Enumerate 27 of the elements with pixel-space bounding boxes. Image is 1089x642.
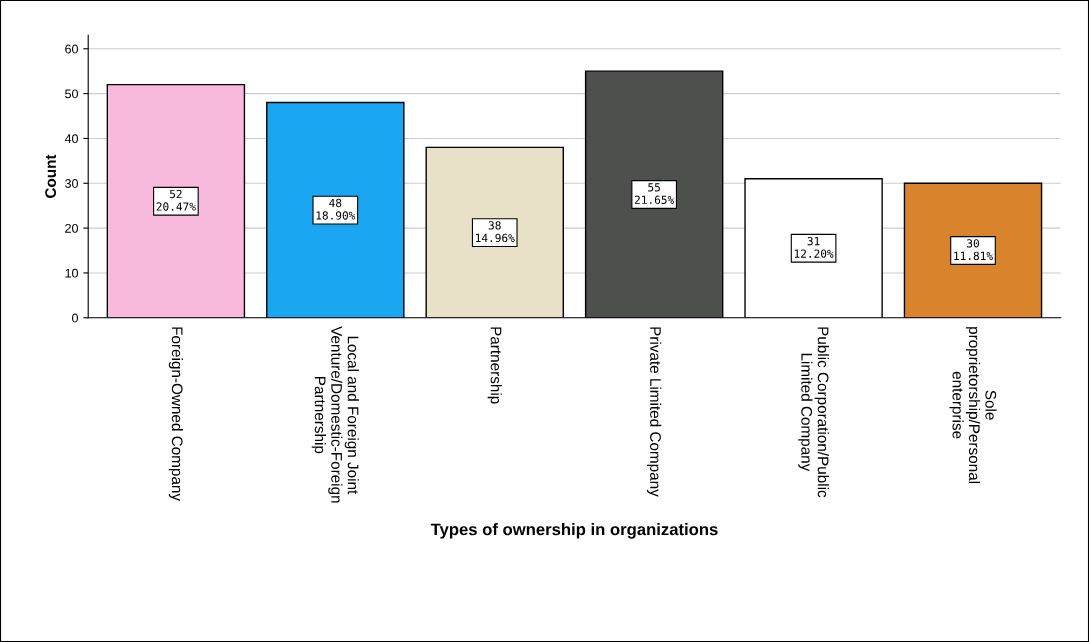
bar <box>584 70 724 318</box>
bar <box>106 83 246 318</box>
y-axis-title: Count <box>45 154 57 198</box>
bar <box>266 101 405 318</box>
data-label: 38 14.96% <box>476 221 515 243</box>
x-tick-label: Local and Foreign Joint Venture/Domestic-Foreign Partnership <box>311 326 359 503</box>
y-tick-label: 50 <box>65 89 78 99</box>
x-tick-label: Private Limited Company <box>647 327 662 497</box>
bar <box>425 146 564 318</box>
x-tick-label: Partnership <box>487 327 502 404</box>
x-axis-title: Types of ownership in organizations <box>430 523 718 539</box>
x-tick-label: Sole proprietorship/Personal enterprise <box>949 327 997 484</box>
y-tick-label: 40 <box>64 134 78 144</box>
data-label: 48 18.90% <box>316 198 356 220</box>
data-label: 30 11.81% <box>954 239 993 261</box>
y-tick-label: 30 <box>65 179 78 188</box>
data-label: 52 20.47% <box>156 189 196 211</box>
bar <box>903 182 1043 318</box>
y-tick-label: 20 <box>65 223 78 233</box>
x-tick-label: Public Corporation/Public Limited Company <box>798 327 829 498</box>
y-tick-label: 0 <box>72 313 78 323</box>
bar <box>744 178 883 318</box>
x-tick-label: Foreign-Owned Company <box>168 327 184 502</box>
y-tick-label: 10 <box>65 268 78 278</box>
data-label: 31 12.20% <box>794 236 834 258</box>
y-tick-label: 60 <box>65 44 78 54</box>
data-label: 55 21.65% <box>634 183 675 204</box>
